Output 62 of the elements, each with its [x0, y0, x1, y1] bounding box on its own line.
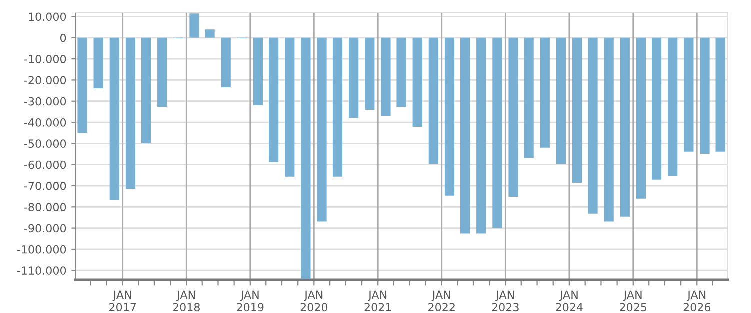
bar [572, 38, 582, 184]
x-tick-label: JAN 2022 [428, 290, 455, 312]
bar [716, 38, 726, 152]
y-tick-label: -50.000 [24, 140, 66, 148]
bar [540, 38, 550, 148]
y-tick-label: -60.000 [24, 160, 66, 170]
bar [668, 38, 678, 176]
bar [460, 38, 470, 234]
bar [110, 38, 120, 200]
bar [317, 38, 327, 222]
y-tick-label: -10.000 [24, 55, 66, 64]
bar [556, 38, 566, 164]
bar [700, 38, 710, 154]
bar [221, 38, 231, 88]
x-tick-label: JAN 2019 [237, 290, 264, 312]
x-tick-label: JAN 2024 [556, 290, 583, 312]
bar [428, 38, 438, 164]
bar [381, 38, 391, 116]
bar [365, 38, 375, 110]
bar [492, 38, 502, 228]
x-tick-label: JAN 2020 [300, 290, 328, 312]
bar [301, 38, 311, 280]
bar [78, 38, 88, 134]
bar [253, 38, 264, 106]
bar [604, 38, 614, 222]
bar [636, 38, 646, 199]
bar [285, 38, 295, 177]
y-tick-label: -40.000 [24, 118, 66, 127]
bar [524, 38, 534, 158]
bar [684, 38, 694, 152]
y-tick-label: 0 [60, 34, 66, 42]
y-tick-label: -110.000 [17, 266, 66, 275]
bar [205, 30, 215, 38]
bar [396, 38, 406, 108]
bar [349, 38, 359, 118]
bar [269, 38, 279, 162]
bar [158, 38, 168, 108]
bar [332, 38, 343, 177]
bar [476, 38, 486, 234]
bar [126, 38, 136, 190]
y-tick-label: -70.000 [24, 182, 66, 190]
y-tick-label: -80.000 [24, 203, 66, 212]
bar [94, 38, 104, 88]
y-tick-label: -100.000 [17, 245, 66, 254]
y-tick-label: 10.000 [29, 12, 66, 22]
bar [412, 38, 422, 127]
y-tick-label: -20.000 [24, 76, 66, 85]
bar [141, 38, 152, 144]
bar [652, 38, 662, 180]
x-tick-label: JAN 2023 [492, 290, 519, 312]
bar [588, 38, 598, 214]
y-tick-label: -90.000 [24, 224, 66, 233]
x-tick-label: JAN 2021 [364, 290, 392, 312]
bar [620, 38, 630, 217]
x-tick-label: JAN 2026 [684, 290, 711, 312]
y-tick-label: -30.000 [24, 97, 66, 106]
x-tick-label: JAN 2018 [173, 290, 200, 312]
x-tick-label: JAN 2025 [620, 290, 647, 312]
bar [190, 14, 200, 38]
x-tick-label: JAN 2017 [110, 290, 136, 312]
bar [444, 38, 455, 196]
bar [508, 38, 518, 197]
